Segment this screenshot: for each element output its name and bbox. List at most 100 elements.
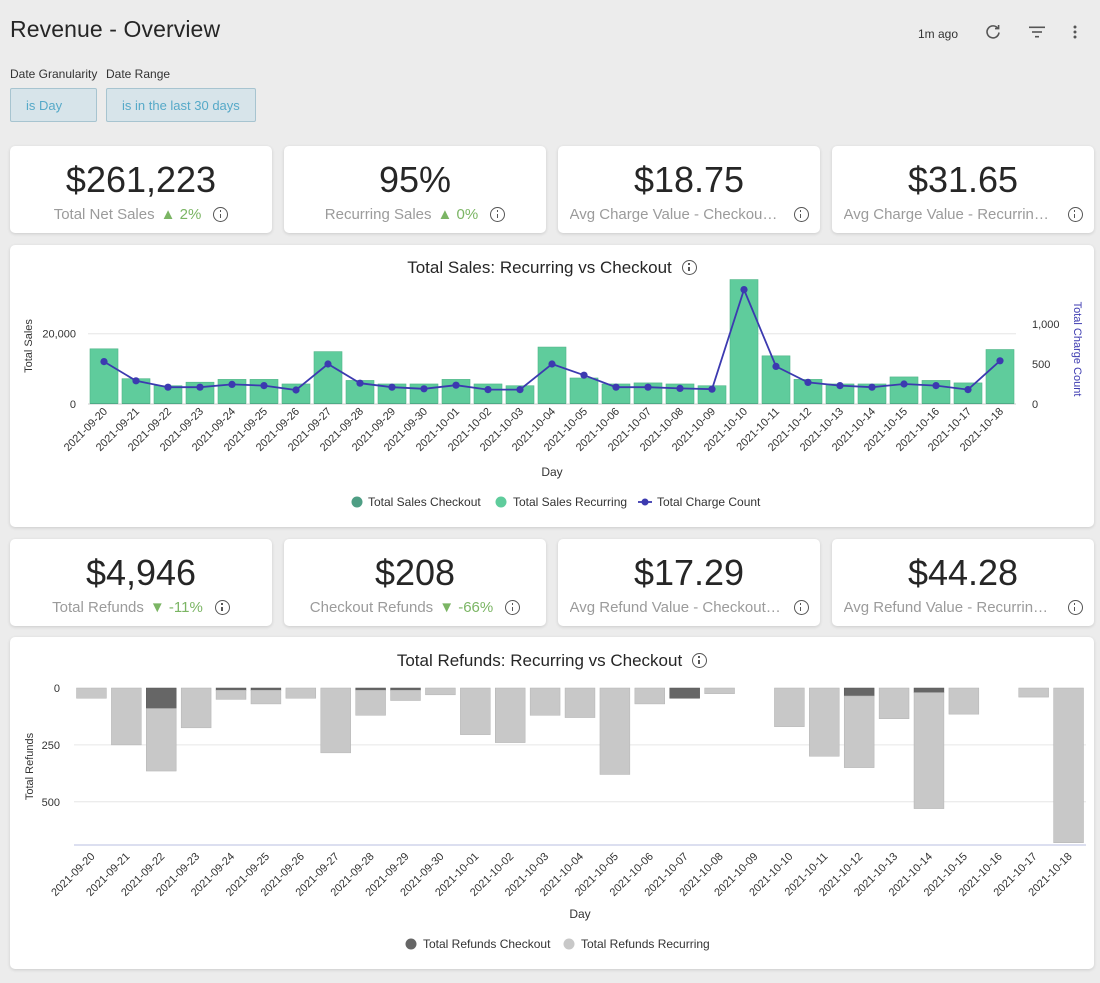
- point-charge-count[interactable]: [164, 383, 172, 391]
- bar-refund-recurring[interactable]: [1018, 687, 1049, 698]
- info-icon[interactable]: [681, 260, 697, 275]
- info-icon[interactable]: [1067, 600, 1083, 615]
- bar-recurring[interactable]: [313, 351, 343, 404]
- bar-refund-recurring[interactable]: [460, 687, 491, 735]
- point-charge-count[interactable]: [996, 357, 1004, 365]
- point-charge-count[interactable]: [580, 371, 588, 379]
- bar-checkout[interactable]: [666, 403, 694, 404]
- bar-refund-recurring[interactable]: [948, 687, 980, 715]
- bar-refund-checkout[interactable]: [669, 687, 700, 699]
- bar-checkout[interactable]: [986, 403, 1014, 404]
- bar-refund-checkout[interactable]: [146, 687, 177, 709]
- point-charge-count[interactable]: [548, 360, 556, 368]
- bar-refund-recurring[interactable]: [320, 687, 351, 754]
- bar-checkout[interactable]: [730, 403, 758, 404]
- bar-checkout[interactable]: [826, 403, 854, 404]
- point-charge-count[interactable]: [484, 386, 492, 394]
- point-charge-count[interactable]: [260, 382, 268, 390]
- info-icon[interactable]: [214, 600, 230, 615]
- point-charge-count[interactable]: [228, 380, 236, 388]
- bar-refund-recurring[interactable]: [76, 687, 107, 699]
- bar-refund-recurring[interactable]: [878, 687, 910, 719]
- bar-checkout[interactable]: [922, 403, 950, 404]
- bar-refund-recurring[interactable]: [111, 687, 142, 746]
- bar-checkout[interactable]: [570, 403, 598, 404]
- bar-checkout[interactable]: [634, 403, 662, 404]
- bar-checkout[interactable]: [474, 403, 502, 404]
- bar-checkout[interactable]: [186, 403, 214, 404]
- legend-label[interactable]: Total Refunds Checkout: [423, 937, 551, 951]
- bar-refund-checkout[interactable]: [215, 687, 247, 691]
- point-charge-count[interactable]: [964, 386, 972, 394]
- bar-checkout[interactable]: [954, 403, 982, 404]
- bar-checkout[interactable]: [378, 403, 406, 404]
- point-charge-count[interactable]: [516, 386, 524, 394]
- bar-refund-recurring[interactable]: [564, 687, 596, 718]
- info-icon[interactable]: [793, 600, 809, 615]
- point-charge-count[interactable]: [804, 378, 812, 386]
- bar-checkout[interactable]: [282, 403, 310, 404]
- info-icon[interactable]: [1067, 207, 1083, 222]
- bar-checkout[interactable]: [858, 403, 886, 404]
- bar-checkout[interactable]: [538, 403, 566, 404]
- bar-refund-recurring[interactable]: [774, 687, 805, 727]
- point-charge-count[interactable]: [868, 383, 876, 391]
- bar-checkout[interactable]: [602, 403, 630, 404]
- point-charge-count[interactable]: [132, 377, 140, 385]
- bar-refund-recurring[interactable]: [809, 687, 840, 757]
- more-options-button[interactable]: [1060, 18, 1090, 46]
- bar-checkout[interactable]: [122, 403, 150, 404]
- point-charge-count[interactable]: [100, 358, 108, 366]
- bar-refund-recurring[interactable]: [704, 687, 735, 694]
- bar-checkout[interactable]: [218, 403, 246, 404]
- point-charge-count[interactable]: [676, 384, 684, 392]
- bar-recurring[interactable]: [89, 348, 119, 404]
- info-icon[interactable]: [793, 207, 809, 222]
- point-charge-count[interactable]: [772, 362, 780, 370]
- point-charge-count[interactable]: [932, 382, 940, 390]
- bar-checkout[interactable]: [90, 403, 118, 404]
- point-charge-count[interactable]: [452, 381, 460, 389]
- point-charge-count[interactable]: [388, 383, 396, 391]
- bar-checkout[interactable]: [346, 403, 374, 404]
- bar-checkout[interactable]: [794, 403, 822, 404]
- bar-refund-recurring[interactable]: [390, 690, 421, 701]
- bar-checkout[interactable]: [314, 403, 342, 404]
- bar-refund-checkout[interactable]: [913, 687, 945, 693]
- bar-refund-recurring[interactable]: [1053, 687, 1084, 843]
- bar-refund-checkout[interactable]: [843, 687, 875, 697]
- bar-checkout[interactable]: [506, 403, 534, 404]
- bar-refund-recurring[interactable]: [285, 687, 317, 699]
- filter-value-button[interactable]: is in the last 30 days: [106, 88, 256, 122]
- point-charge-count[interactable]: [356, 379, 364, 387]
- legend-label[interactable]: Total Sales Recurring: [513, 495, 627, 509]
- bar-checkout[interactable]: [442, 403, 470, 404]
- filter-button[interactable]: [1022, 18, 1052, 46]
- bar-checkout[interactable]: [890, 403, 918, 404]
- point-charge-count[interactable]: [196, 383, 204, 391]
- bar-refund-recurring[interactable]: [355, 690, 386, 716]
- bar-refund-recurring[interactable]: [146, 708, 177, 772]
- info-icon[interactable]: [692, 653, 708, 668]
- point-charge-count[interactable]: [900, 380, 908, 388]
- refresh-button[interactable]: [978, 18, 1008, 46]
- legend-label[interactable]: Total Charge Count: [657, 495, 761, 509]
- bar-refund-recurring[interactable]: [495, 687, 526, 743]
- bar-checkout[interactable]: [250, 403, 278, 404]
- bar-refund-checkout[interactable]: [355, 687, 386, 691]
- info-icon[interactable]: [505, 600, 521, 615]
- bar-refund-checkout[interactable]: [390, 687, 421, 691]
- bar-checkout[interactable]: [154, 403, 182, 404]
- bar-refund-recurring[interactable]: [215, 690, 247, 700]
- bar-refund-checkout[interactable]: [250, 687, 282, 691]
- bar-recurring[interactable]: [569, 377, 599, 404]
- point-charge-count[interactable]: [292, 386, 300, 394]
- bar-refund-recurring[interactable]: [250, 690, 282, 705]
- bar-checkout[interactable]: [410, 403, 438, 404]
- bar-recurring[interactable]: [729, 279, 759, 404]
- bar-refund-recurring[interactable]: [599, 687, 631, 775]
- point-charge-count[interactable]: [420, 385, 428, 393]
- legend-label[interactable]: Total Refunds Recurring: [581, 937, 710, 951]
- bar-refund-recurring[interactable]: [529, 687, 561, 716]
- legend-label[interactable]: Total Sales Checkout: [368, 495, 481, 509]
